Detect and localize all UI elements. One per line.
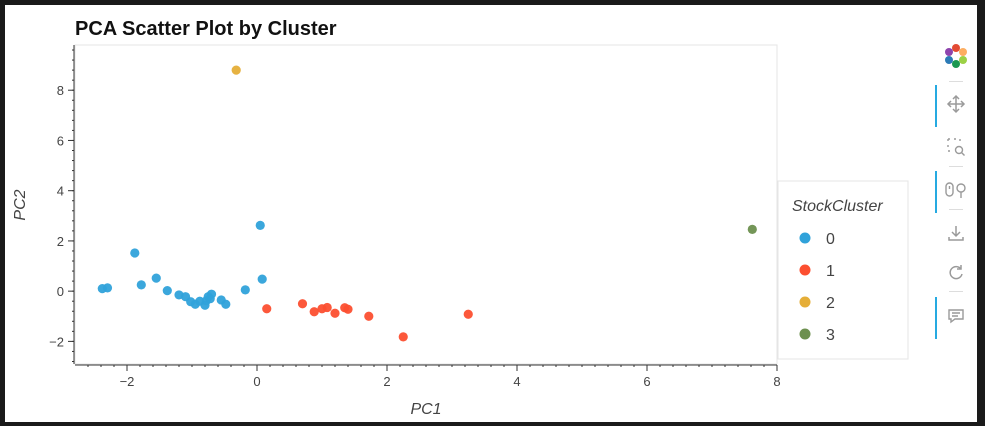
scatter-point-cluster-1[interactable] [463,309,473,319]
y-axis: −2 0 2 4 6 8 [49,45,75,364]
scatter-point-cluster-0[interactable] [221,299,231,309]
reset-tool[interactable] [941,260,971,290]
scatter-point-cluster-3[interactable] [747,224,757,234]
hover-tool[interactable] [941,303,971,333]
scatter-point-cluster-1[interactable] [322,302,332,313]
x-axis: −2 0 2 4 6 8 [75,364,781,389]
legend-swatch-3[interactable] [799,328,811,340]
y-tick-label: 6 [57,133,64,148]
bokeh-logo-icon [943,43,969,74]
hover-icon [946,306,966,331]
scatter-point-cluster-1[interactable] [330,308,340,318]
wheel-zoom-tool[interactable] [941,177,971,207]
x-tick-label: 4 [513,374,520,389]
save-tool[interactable] [941,220,971,250]
scatter-point-cluster-1[interactable] [309,307,319,317]
scatter-point-cluster-0[interactable] [206,289,217,299]
scatter-point-cluster-1[interactable] [262,304,272,314]
x-tick-label: 2 [383,374,390,389]
plot-area[interactable] [74,44,778,365]
scatter-point-cluster-0[interactable] [255,220,265,230]
scatter-point-cluster-0[interactable] [257,274,267,284]
legend-title: StockCluster [792,198,883,215]
pan-tool[interactable] [941,91,971,121]
scatter-point-cluster-0[interactable] [162,286,172,296]
x-tick-label: 8 [773,374,780,389]
toolbar-separator [949,209,963,210]
toolbar-separator [949,291,963,292]
active-tool-indicator [935,171,937,213]
active-tool-indicator [935,85,937,127]
box-zoom-tool[interactable] [941,134,971,164]
scatter-point-cluster-0[interactable] [151,273,161,283]
save-icon [946,223,966,248]
legend: StockCluster 0 1 2 3 [777,180,909,360]
scatter-point-cluster-1[interactable] [343,304,353,314]
x-tick-label: 0 [253,374,260,389]
bokeh-logo-tool [941,43,971,73]
scatter-point-cluster-0[interactable] [240,285,250,295]
scatter-plot: PCA Scatter Plot by Cluster −2 0 2 4 6 8 −2 0 2… [12,18,909,418]
legend-swatch-2[interactable] [799,296,811,308]
legend-label-1[interactable]: 1 [826,263,835,280]
pan-icon [946,94,966,119]
toolbar-separator [949,81,963,82]
box-zoom-icon [946,137,966,162]
scatter-point-cluster-1[interactable] [364,311,374,321]
x-tick-label: 6 [643,374,650,389]
chart-panel: PCA Scatter Plot by Cluster −2 0 2 4 6 8 −2 0 2… [5,5,977,422]
scatter-point-cluster-0[interactable] [136,280,146,290]
legend-label-0[interactable]: 0 [826,231,835,248]
active-tool-indicator [935,297,937,339]
y-tick-label: 8 [57,83,64,98]
y-tick-label: 0 [57,284,64,299]
legend-swatch-0[interactable] [799,232,811,244]
scatter-point-cluster-1[interactable] [398,332,408,342]
y-tick-label: −2 [49,334,64,349]
toolbar [935,43,975,343]
chart-title: PCA Scatter Plot by Cluster [75,18,337,40]
y-tick-label: 4 [57,184,64,199]
x-tick-label: −2 [120,374,135,389]
scatter-point-cluster-2[interactable] [231,65,241,75]
toolbar-separator [949,166,963,167]
scatter-point-cluster-1[interactable] [297,299,308,309]
legend-label-2[interactable]: 2 [826,295,835,312]
scatter-point-cluster-0[interactable] [102,283,113,293]
x-axis-label: PC1 [410,401,441,418]
scatter-point-cluster-0[interactable] [130,248,140,258]
reset-icon [946,263,966,288]
legend-label-3[interactable]: 3 [826,327,835,344]
wheel-zoom-icon [944,180,968,205]
points-layer [97,65,757,342]
y-axis-label: PC2 [12,189,29,220]
y-tick-label: 2 [57,234,64,249]
legend-items: 0 1 2 3 [799,231,835,344]
legend-swatch-1[interactable] [799,264,811,276]
